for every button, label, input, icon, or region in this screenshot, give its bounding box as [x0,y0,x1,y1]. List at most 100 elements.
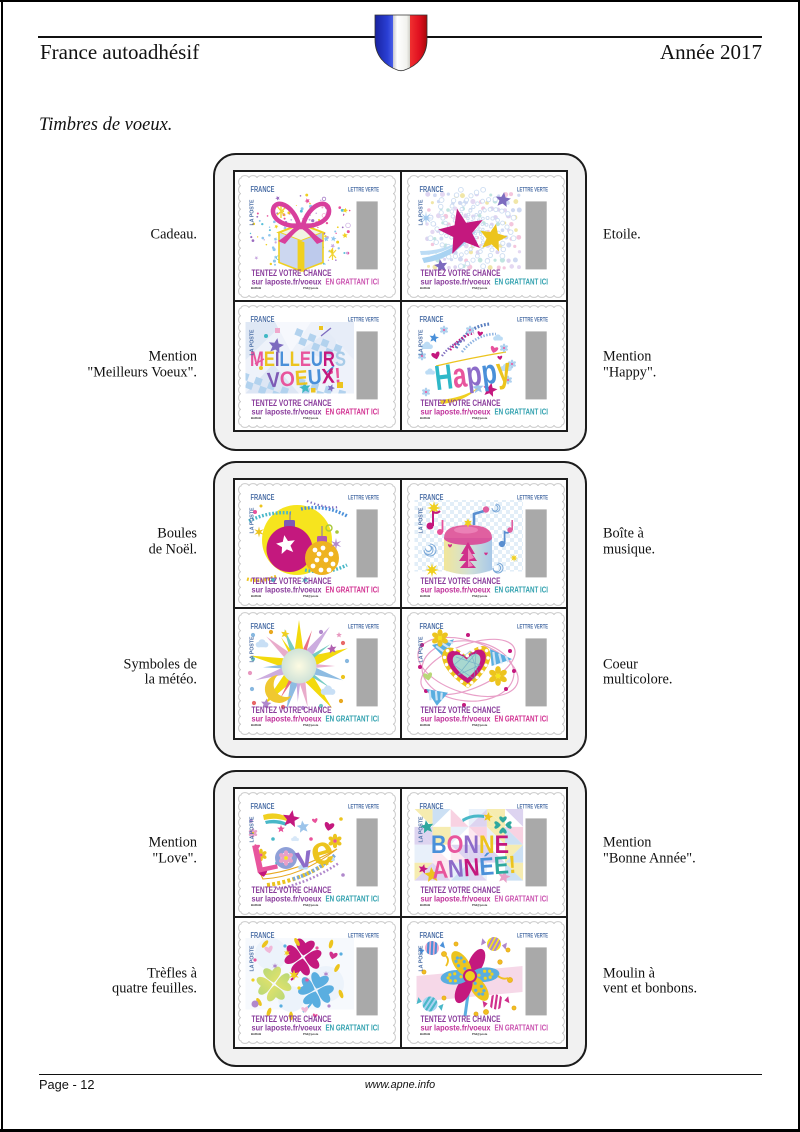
svg-text:LETTRE VERTE: LETTRE VERTE [348,933,379,940]
svg-text:LA POSTE: LA POSTE [249,816,255,842]
svg-text:sur laposte.fr/voeux: sur laposte.fr/voeux [420,715,490,724]
svg-text:Phil@poste: Phil@poste [472,902,488,906]
svg-text:sur laposte.fr/voeux: sur laposte.fr/voeux [251,894,321,903]
svg-text:sur laposte.fr/voeux: sur laposte.fr/voeux [251,407,321,416]
svg-text:Phil@poste: Phil@poste [303,593,319,597]
svg-text:BARAB: BARAB [420,593,430,597]
svg-text:Phil@poste: Phil@poste [472,416,488,420]
svg-text:LETTRE VERTE: LETTRE VERTE [348,624,379,631]
svg-text:FRANCE: FRANCE [419,931,443,940]
svg-text:EN GRATTANT ICI: EN GRATTANT ICI [325,894,379,903]
svg-text:BARAB: BARAB [420,416,430,420]
svg-text:sur laposte.fr/voeux: sur laposte.fr/voeux [251,277,321,286]
svg-text:Phil@poste: Phil@poste [303,723,319,727]
svg-text:BARAB: BARAB [420,1032,430,1036]
svg-text:TENTEZ VOTRE CHANCE: TENTEZ VOTRE CHANCE [420,398,500,408]
svg-text:FRANCE: FRANCE [250,315,274,324]
svg-text:LETTRE VERTE: LETTRE VERTE [348,803,379,810]
svg-text:sur laposte.fr/voeux: sur laposte.fr/voeux [420,894,490,903]
svg-text:LETTRE VERTE: LETTRE VERTE [348,186,379,193]
svg-text:FRANCE: FRANCE [250,802,274,811]
svg-text:TENTEZ VOTRE CHANCE: TENTEZ VOTRE CHANCE [251,268,331,278]
svg-text:FRANCE: FRANCE [419,185,443,194]
svg-text:LA POSTE: LA POSTE [418,945,424,971]
svg-text:Phil@poste: Phil@poste [303,1032,319,1036]
svg-text:TENTEZ VOTRE CHANCE: TENTEZ VOTRE CHANCE [420,705,500,715]
svg-text:BARAB: BARAB [251,416,261,420]
svg-text:TENTEZ VOTRE CHANCE: TENTEZ VOTRE CHANCE [251,705,331,715]
svg-text:EN GRATTANT ICI: EN GRATTANT ICI [494,585,548,594]
svg-text:LA POSTE: LA POSTE [418,199,424,225]
svg-text:VOEUX!: VOEUX! [266,364,341,392]
svg-text:EN GRATTANT ICI: EN GRATTANT ICI [494,894,548,903]
svg-text:FRANCE: FRANCE [419,315,443,324]
svg-text:LETTRE VERTE: LETTRE VERTE [517,933,548,940]
svg-text:sur laposte.fr/voeux: sur laposte.fr/voeux [251,585,321,594]
svg-text:TENTEZ VOTRE CHANCE: TENTEZ VOTRE CHANCE [251,1014,331,1024]
svg-text:EN GRATTANT ICI: EN GRATTANT ICI [494,277,548,286]
svg-text:TENTEZ VOTRE CHANCE: TENTEZ VOTRE CHANCE [420,268,500,278]
svg-text:BARAB: BARAB [251,286,261,290]
svg-text:Phil@poste: Phil@poste [472,1032,488,1036]
svg-text:v: v [292,839,315,875]
svg-text:Happy: Happy [432,350,513,398]
svg-text:TENTEZ VOTRE CHANCE: TENTEZ VOTRE CHANCE [420,885,500,895]
svg-text:sur laposte.fr/voeux: sur laposte.fr/voeux [420,1024,490,1033]
svg-text:TENTEZ VOTRE CHANCE: TENTEZ VOTRE CHANCE [251,576,331,586]
svg-text:TENTEZ VOTRE CHANCE: TENTEZ VOTRE CHANCE [251,885,331,895]
svg-text:Phil@poste: Phil@poste [303,416,319,420]
svg-text:FRANCE: FRANCE [419,493,443,502]
svg-text:BARAB: BARAB [251,593,261,597]
svg-text:BARAB: BARAB [420,723,430,727]
svg-text:EN GRATTANT ICI: EN GRATTANT ICI [325,407,379,416]
svg-text:MEILLEURS: MEILLEURS [250,348,346,371]
svg-text:TENTEZ VOTRE CHANCE: TENTEZ VOTRE CHANCE [420,1014,500,1024]
svg-text:FRANCE: FRANCE [250,493,274,502]
svg-text:LA POSTE: LA POSTE [249,507,255,533]
svg-text:Phil@poste: Phil@poste [303,286,319,290]
svg-text:Phil@poste: Phil@poste [303,902,319,906]
svg-text:LA POSTE: LA POSTE [418,816,424,842]
svg-text:EN GRATTANT ICI: EN GRATTANT ICI [494,407,548,416]
svg-text:Phil@poste: Phil@poste [472,593,488,597]
svg-text:sur laposte.fr/voeux: sur laposte.fr/voeux [420,277,490,286]
svg-text:sur laposte.fr/voeux: sur laposte.fr/voeux [251,715,321,724]
svg-text:LETTRE VERTE: LETTRE VERTE [348,494,379,501]
svg-text:Phil@poste: Phil@poste [472,286,488,290]
svg-text:ANNÉE!: ANNÉE! [431,849,517,884]
svg-text:TENTEZ VOTRE CHANCE: TENTEZ VOTRE CHANCE [251,398,331,408]
svg-text:EN GRATTANT ICI: EN GRATTANT ICI [494,1024,548,1033]
svg-text:LETTRE VERTE: LETTRE VERTE [517,316,548,323]
svg-text:EN GRATTANT ICI: EN GRATTANT ICI [494,715,548,724]
svg-text:LETTRE VERTE: LETTRE VERTE [517,624,548,631]
svg-text:FRANCE: FRANCE [419,802,443,811]
svg-text:LA POSTE: LA POSTE [418,507,424,533]
svg-text:LETTRE VERTE: LETTRE VERTE [517,803,548,810]
svg-text:FRANCE: FRANCE [250,622,274,631]
svg-text:EN GRATTANT ICI: EN GRATTANT ICI [325,277,379,286]
svg-text:sur laposte.fr/voeux: sur laposte.fr/voeux [420,585,490,594]
svg-text:LA POSTE: LA POSTE [249,636,255,662]
svg-text:LA POSTE: LA POSTE [418,636,424,662]
svg-text:LA POSTE: LA POSTE [418,329,424,355]
svg-text:LA POSTE: LA POSTE [249,945,255,971]
svg-text:LETTRE VERTE: LETTRE VERTE [517,494,548,501]
svg-text:BARAB: BARAB [251,902,261,906]
svg-text:LA POSTE: LA POSTE [249,199,255,225]
svg-text:LETTRE VERTE: LETTRE VERTE [348,316,379,323]
svg-text:EN GRATTANT ICI: EN GRATTANT ICI [325,1024,379,1033]
svg-text:FRANCE: FRANCE [250,931,274,940]
svg-text:BARAB: BARAB [251,723,261,727]
svg-text:BARAB: BARAB [251,1032,261,1036]
svg-text:sur laposte.fr/voeux: sur laposte.fr/voeux [420,407,490,416]
svg-text:LA POSTE: LA POSTE [249,329,255,355]
svg-text:TENTEZ VOTRE CHANCE: TENTEZ VOTRE CHANCE [420,576,500,586]
svg-text:EN GRATTANT ICI: EN GRATTANT ICI [325,715,379,724]
svg-text:BARAB: BARAB [420,902,430,906]
svg-text:FRANCE: FRANCE [419,622,443,631]
svg-text:LETTRE VERTE: LETTRE VERTE [517,186,548,193]
svg-text:BONNE: BONNE [431,831,509,859]
svg-text:BARAB: BARAB [420,286,430,290]
svg-text:EN GRATTANT ICI: EN GRATTANT ICI [325,585,379,594]
svg-text:Phil@poste: Phil@poste [472,723,488,727]
